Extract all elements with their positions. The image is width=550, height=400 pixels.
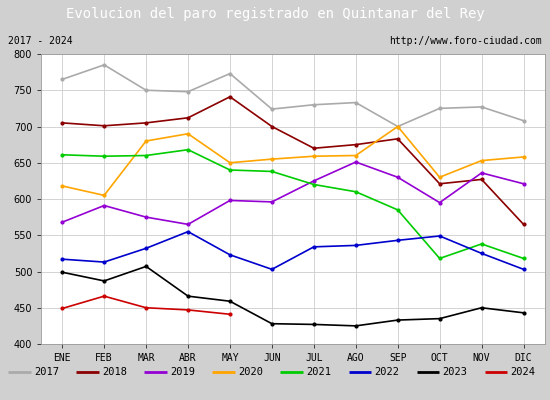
Text: 2019: 2019 (170, 367, 195, 377)
Text: 2020: 2020 (238, 367, 263, 377)
Text: 2018: 2018 (102, 367, 127, 377)
Text: 2021: 2021 (306, 367, 331, 377)
Text: http://www.foro-ciudad.com: http://www.foro-ciudad.com (389, 36, 542, 46)
Text: 2023: 2023 (442, 367, 468, 377)
Text: 2017 - 2024: 2017 - 2024 (8, 36, 73, 46)
Text: 2017: 2017 (34, 367, 59, 377)
Text: Evolucion del paro registrado en Quintanar del Rey: Evolucion del paro registrado en Quintan… (65, 7, 485, 21)
Text: 2024: 2024 (510, 367, 536, 377)
Text: 2022: 2022 (375, 367, 399, 377)
